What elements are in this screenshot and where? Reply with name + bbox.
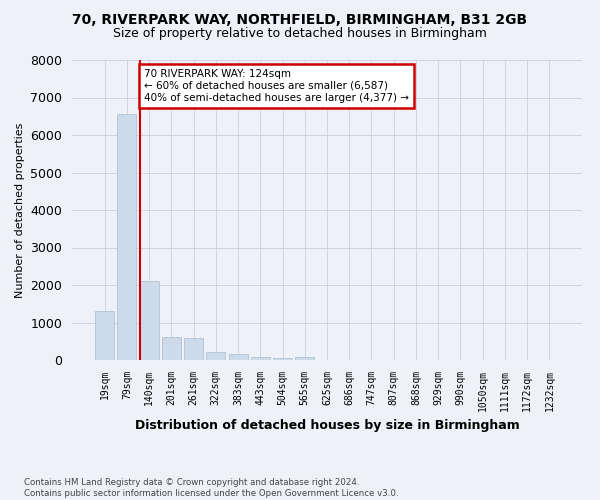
Text: Contains HM Land Registry data © Crown copyright and database right 2024.
Contai: Contains HM Land Registry data © Crown c…: [24, 478, 398, 498]
Bar: [140, 281, 158, 360]
Bar: [118, 114, 136, 360]
Bar: [184, 338, 203, 360]
Y-axis label: Number of detached properties: Number of detached properties: [15, 122, 25, 298]
Text: Size of property relative to detached houses in Birmingham: Size of property relative to detached ho…: [113, 28, 487, 40]
Bar: [206, 352, 225, 360]
Text: 70 RIVERPARK WAY: 124sqm
← 60% of detached houses are smaller (6,587)
40% of sem: 70 RIVERPARK WAY: 124sqm ← 60% of detach…: [144, 70, 409, 102]
Text: 70, RIVERPARK WAY, NORTHFIELD, BIRMINGHAM, B31 2GB: 70, RIVERPARK WAY, NORTHFIELD, BIRMINGHA…: [73, 12, 527, 26]
X-axis label: Distribution of detached houses by size in Birmingham: Distribution of detached houses by size …: [134, 419, 520, 432]
Bar: [95, 311, 114, 360]
Bar: [295, 358, 314, 360]
Bar: [229, 354, 248, 360]
Bar: [251, 356, 270, 360]
Bar: [273, 358, 292, 360]
Bar: [162, 337, 181, 360]
